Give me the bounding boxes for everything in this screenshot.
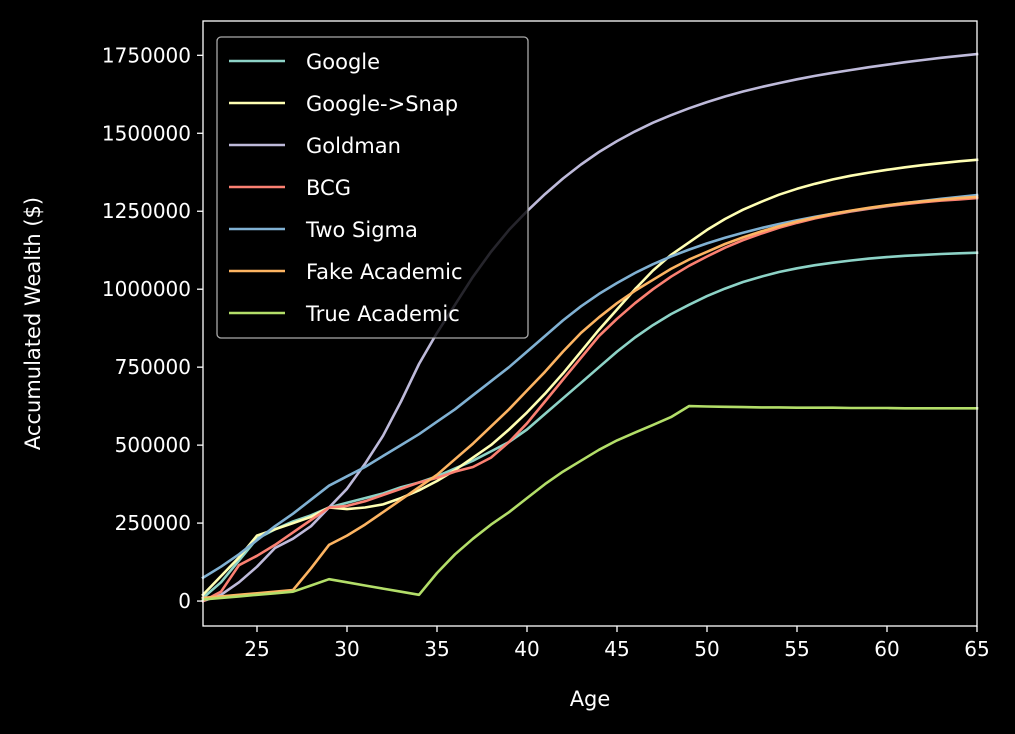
x-axis-label: Age bbox=[570, 687, 611, 711]
legend-label-2: Google->Snap bbox=[306, 92, 458, 116]
series-layer bbox=[201, 52, 979, 603]
legend: Google Google->Snap Goldman BCG Two Sigma Fak… bbox=[216, 36, 529, 339]
x-tick-label: 25 bbox=[244, 637, 269, 661]
legend-label-1: Google bbox=[306, 50, 380, 74]
series-line-7 bbox=[201, 404, 979, 601]
y-tick-label: 1250000 bbox=[102, 199, 191, 223]
y-axis-ticks: 0 250000 500000 750000 1000000 1250000 1500000… bbox=[102, 43, 203, 613]
legend-label-6: Fake Academic bbox=[306, 260, 463, 284]
x-tick-label: 45 bbox=[604, 637, 629, 661]
y-axis-label: Accumulated Wealth ($) bbox=[21, 197, 45, 450]
y-tick-label: 1750000 bbox=[102, 43, 191, 67]
y-tick-label: 1500000 bbox=[102, 121, 191, 145]
legend-label-5: Two Sigma bbox=[305, 218, 418, 242]
y-tick-label: 500000 bbox=[115, 433, 191, 457]
legend-label-3: Goldman bbox=[306, 134, 401, 158]
y-tick-label: 1000000 bbox=[102, 277, 191, 301]
x-tick-label: 55 bbox=[784, 637, 809, 661]
x-tick-label: 40 bbox=[514, 637, 539, 661]
legend-box bbox=[216, 36, 529, 339]
y-tick-label: 250000 bbox=[115, 511, 191, 535]
x-tick-label: 65 bbox=[964, 637, 989, 661]
x-tick-label: 35 bbox=[424, 637, 449, 661]
y-tick-label: 0 bbox=[178, 589, 191, 613]
x-tick-label: 60 bbox=[874, 637, 899, 661]
series-line-3 bbox=[201, 52, 979, 603]
legend-label-7: True Academic bbox=[305, 302, 460, 326]
x-tick-label: 30 bbox=[334, 637, 359, 661]
plot-frame bbox=[202, 20, 978, 627]
series-line-6 bbox=[201, 195, 979, 600]
x-tick-label: 50 bbox=[694, 637, 719, 661]
y-tick-label: 750000 bbox=[115, 355, 191, 379]
legend-label-4: BCG bbox=[306, 176, 351, 200]
x-axis-ticks: 25 30 35 40 45 50 55 60 65 bbox=[244, 626, 990, 661]
